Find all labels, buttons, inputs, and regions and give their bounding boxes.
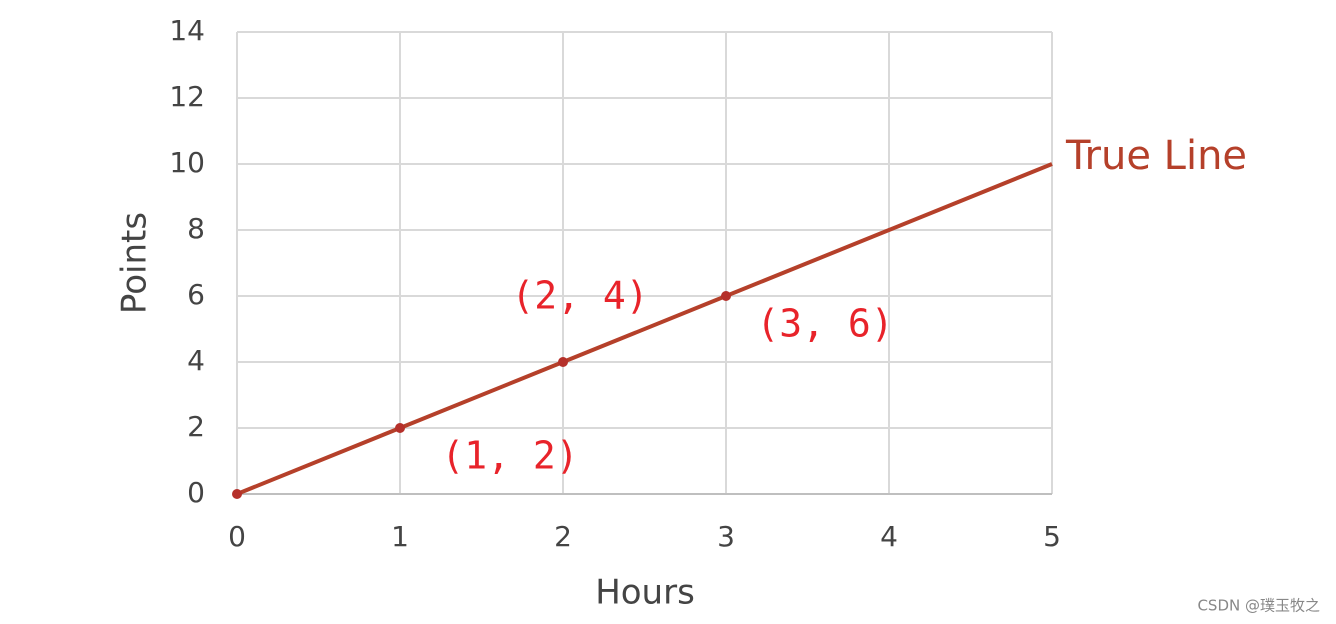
data-point <box>232 489 242 499</box>
y-axis-label: Points <box>115 212 155 314</box>
y-tick-label: 6 <box>187 278 205 311</box>
x-tick-label: 4 <box>880 520 898 553</box>
x-tick-label: 2 <box>554 520 572 553</box>
x-tick-label: 1 <box>391 520 409 553</box>
data-point <box>721 291 731 301</box>
data-point <box>395 423 405 433</box>
x-tick-label: 5 <box>1043 520 1061 553</box>
x-tick-label: 0 <box>228 520 246 553</box>
y-tick-label: 10 <box>169 146 205 179</box>
y-tick-label: 14 <box>169 14 205 47</box>
data-point <box>558 357 568 367</box>
y-tick-label: 8 <box>187 212 205 245</box>
annotation: (1, 2) <box>441 434 578 478</box>
y-tick-label: 0 <box>187 476 205 509</box>
annotation: (3, 6) <box>756 302 893 346</box>
y-tick-label: 2 <box>187 410 205 443</box>
line-label: True Line <box>1065 133 1247 179</box>
x-axis-label: Hours <box>595 573 695 613</box>
y-tick-label: 12 <box>169 80 205 113</box>
watermark: CSDN @璞玉牧之 <box>1197 597 1320 615</box>
annotation: (2, 4) <box>511 274 648 318</box>
y-tick-label: 4 <box>187 344 205 377</box>
series-line <box>236 162 1053 496</box>
x-tick-label: 3 <box>717 520 735 553</box>
